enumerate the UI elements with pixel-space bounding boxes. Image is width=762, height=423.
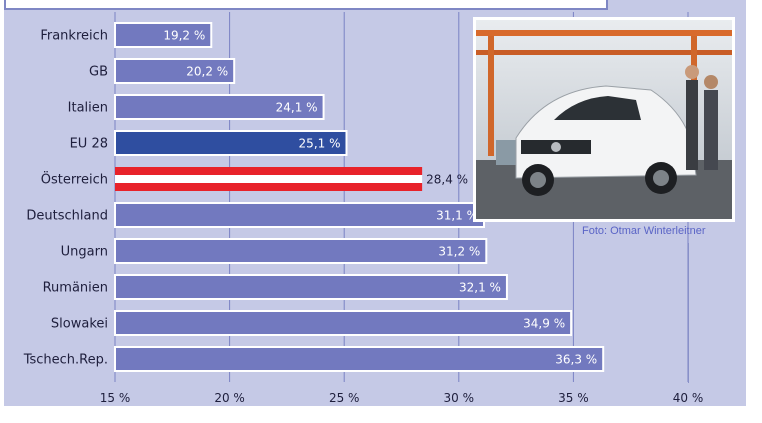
category-label: Italien <box>68 101 108 116</box>
category-label: EU 28 <box>70 137 108 152</box>
category-label: GB <box>89 65 108 80</box>
x-tick-label: 40 % <box>673 391 704 405</box>
value-label: 28,4 % <box>426 173 468 187</box>
category-label: Rumänien <box>43 281 108 296</box>
bar <box>115 203 484 227</box>
value-label: 20,2 % <box>186 65 228 79</box>
category-label: Deutschland <box>26 209 108 224</box>
x-tick-label: 20 % <box>214 391 245 405</box>
value-label: 24,1 % <box>276 101 318 115</box>
photo-image <box>476 20 732 219</box>
category-label: Frankreich <box>40 29 108 44</box>
bar <box>115 347 603 371</box>
bar-austria-red-top <box>115 167 422 175</box>
category-label: Tschech.Rep. <box>23 353 108 368</box>
photo-credit: Foto: Otmar Winterleitner <box>582 225 705 237</box>
category-label: Österreich <box>41 171 108 188</box>
bar-austria-white <box>115 175 422 183</box>
x-tick-label: 25 % <box>329 391 360 405</box>
x-tick-label: 35 % <box>558 391 589 405</box>
car-factory-photo <box>473 17 735 222</box>
x-tick-label: 15 % <box>100 391 131 405</box>
category-label: Slowakei <box>51 317 108 332</box>
value-label: 19,2 % <box>163 29 205 43</box>
value-label: 34,9 % <box>523 317 565 331</box>
value-label: 31,1 % <box>436 209 478 223</box>
divider-line <box>688 243 689 383</box>
value-label: 25,1 % <box>299 137 341 151</box>
value-label: 36,3 % <box>555 353 597 367</box>
bar-austria-red-bottom <box>115 183 422 191</box>
bar <box>115 275 507 299</box>
category-label: Ungarn <box>61 245 108 260</box>
value-label: 32,1 % <box>459 281 501 295</box>
bar <box>115 311 571 335</box>
value-label: 31,2 % <box>438 245 480 259</box>
x-tick-label: 30 % <box>444 391 475 405</box>
bar <box>115 239 486 263</box>
